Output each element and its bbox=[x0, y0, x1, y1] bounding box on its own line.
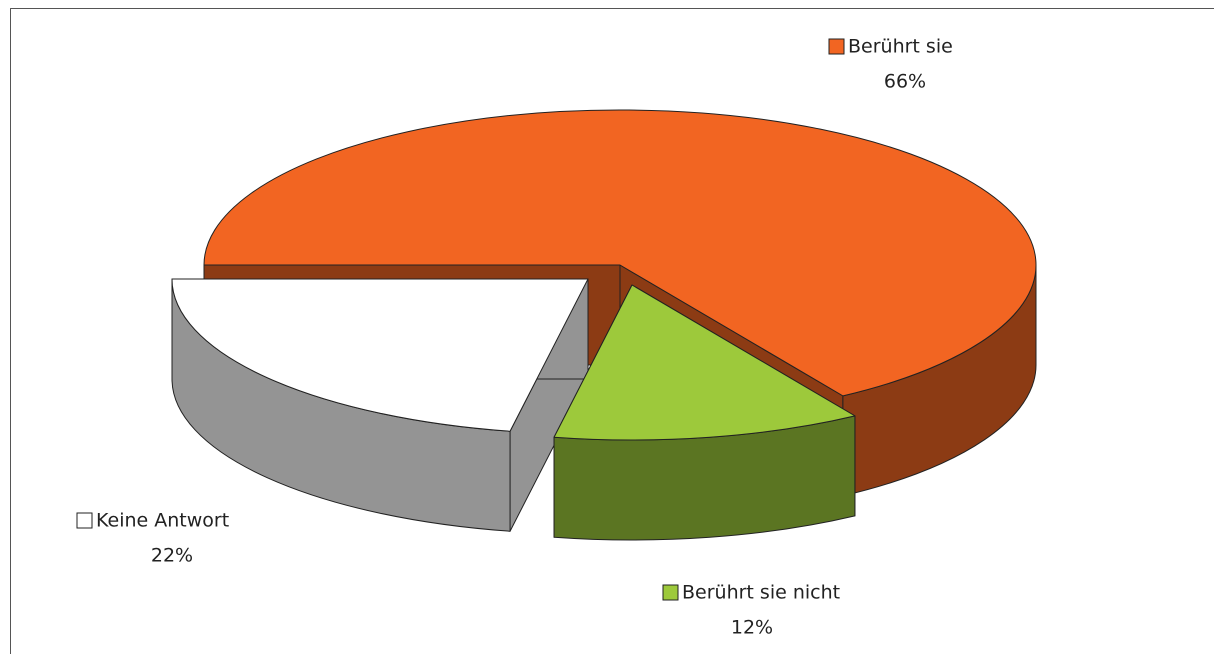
legend-marker bbox=[76, 512, 93, 529]
category-label: Keine Antwort bbox=[96, 510, 229, 532]
pie bbox=[171, 109, 1037, 541]
slice bbox=[553, 284, 856, 441]
value-label: 66% bbox=[884, 71, 926, 93]
legend-marker bbox=[662, 584, 679, 601]
legend-marker bbox=[828, 38, 845, 55]
slice bbox=[171, 278, 589, 432]
slice bbox=[203, 109, 1037, 397]
value-label: 22% bbox=[151, 545, 193, 567]
category-label: Berührt sie bbox=[848, 36, 953, 58]
frame bbox=[10, 8, 1214, 654]
labels: Berührt sie 66% Berührt sie nicht 12% Keine … bbox=[76, 36, 953, 639]
value-label: 12% bbox=[731, 617, 773, 639]
category-label: Berührt sie nicht bbox=[682, 582, 840, 604]
